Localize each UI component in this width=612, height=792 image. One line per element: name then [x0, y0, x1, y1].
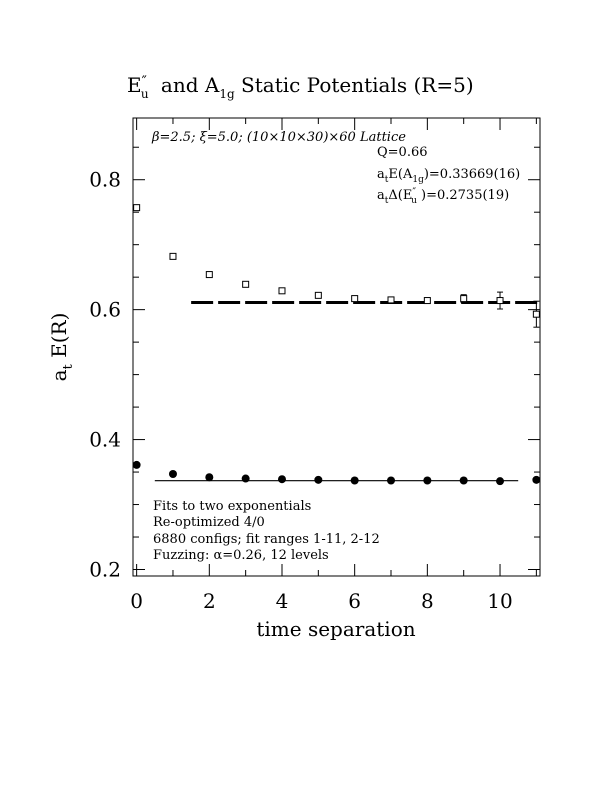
- data-point-circle: [423, 476, 432, 485]
- title-e-prime: ″: [142, 74, 147, 90]
- data-point-circle: [277, 475, 286, 484]
- data-point-circle: [532, 475, 541, 484]
- y-tick-label: 0.8: [89, 168, 121, 192]
- data-point-circle: [241, 474, 250, 483]
- x-tick-label: 0: [130, 589, 143, 613]
- data-point-circle: [168, 470, 177, 479]
- plot-frame: [132, 117, 541, 577]
- x-tick-label: 4: [276, 589, 289, 613]
- y-axis-label: at E(R): [47, 313, 76, 382]
- data-point-square: [314, 291, 322, 299]
- data-point-square: [242, 280, 250, 288]
- data-point-circle: [350, 476, 359, 485]
- x-tick-label: 10: [487, 589, 512, 613]
- title-a-sub: 1g: [219, 87, 235, 101]
- fit-eu-post: )=0.2735(19): [417, 188, 509, 203]
- data-point-square: [496, 297, 504, 305]
- fit-a1g-mid: E(A: [388, 167, 413, 182]
- x-tick-label: 8: [421, 589, 434, 613]
- fit-eu-pre: a: [377, 188, 385, 203]
- data-point-square: [205, 271, 213, 279]
- y-axis-label-main: a: [47, 369, 71, 381]
- data-point-square: [169, 252, 177, 260]
- fit-eu-prime: ″: [412, 187, 416, 198]
- tick-labels: 0 2 4 6 8 10 0.2 0.4 0.6 0.8: [89, 168, 513, 613]
- data-point-circle: [387, 476, 396, 485]
- fit-eu-mid: Δ(E: [388, 188, 412, 203]
- chart-title: E″ u and A1g Static Potentials (R=5): [127, 73, 474, 101]
- fit-q: Q=0.66: [377, 145, 428, 160]
- data-point-square: [532, 310, 540, 318]
- fit-eu-sub: u: [411, 196, 417, 206]
- fit-a1g-pre-sub: t: [385, 175, 389, 185]
- data-point-square: [387, 296, 395, 304]
- note-line-4: Fuzzing: α=0.26, 12 levels: [153, 548, 329, 563]
- x-tick-label: 2: [203, 589, 216, 613]
- fit-a1g-pre: a: [377, 167, 385, 182]
- y-axis-label-sub: t: [61, 363, 76, 369]
- title-e-sub: u: [141, 87, 149, 101]
- fit-a1g-post: )=0.33669(16): [424, 167, 520, 182]
- note-line-1: Fits to two exponentials: [153, 499, 311, 514]
- data-point-square: [460, 295, 468, 303]
- data-point-circle: [314, 475, 323, 484]
- lattice-info: β=2.5; ξ=5.0; (10×10×30)×60 Lattice: [151, 130, 406, 145]
- data-point-square: [278, 287, 286, 295]
- y-tick-label: 0.6: [89, 298, 121, 322]
- data-point-square: [423, 297, 431, 305]
- title-tail: Static Potentials (R=5): [235, 73, 474, 97]
- data-point-square: [133, 204, 141, 212]
- y-tick-label: 0.2: [89, 558, 121, 582]
- data-point-circle: [205, 473, 214, 482]
- fit-eu: atΔ(E″ u )=0.2735(19): [377, 187, 509, 206]
- fit-a1g: atE(A1g)=0.33669(16): [377, 167, 520, 185]
- data-marks: [132, 204, 541, 486]
- note-line-2: Re-optimized 4/0: [153, 515, 265, 530]
- note-line-3: 6880 configs; fit ranges 1-11, 2-12: [153, 532, 380, 547]
- data-point-square: [351, 295, 359, 303]
- y-axis-label-tail: E(R): [47, 313, 71, 365]
- y-tick-label: 0.4: [89, 428, 121, 452]
- fit-a1g-sub: 1g: [412, 175, 424, 185]
- data-point-circle: [496, 477, 505, 486]
- title-and: and A: [155, 73, 220, 97]
- data-point-circle: [132, 460, 141, 469]
- axis-ticks: [133, 118, 540, 576]
- fit-eu-pre-sub: t: [385, 196, 389, 206]
- fit-lines: [154, 300, 540, 482]
- x-tick-label: 6: [348, 589, 361, 613]
- data-point-circle: [459, 476, 468, 485]
- title-e: E: [127, 73, 142, 97]
- x-axis-label: time separation: [256, 617, 415, 641]
